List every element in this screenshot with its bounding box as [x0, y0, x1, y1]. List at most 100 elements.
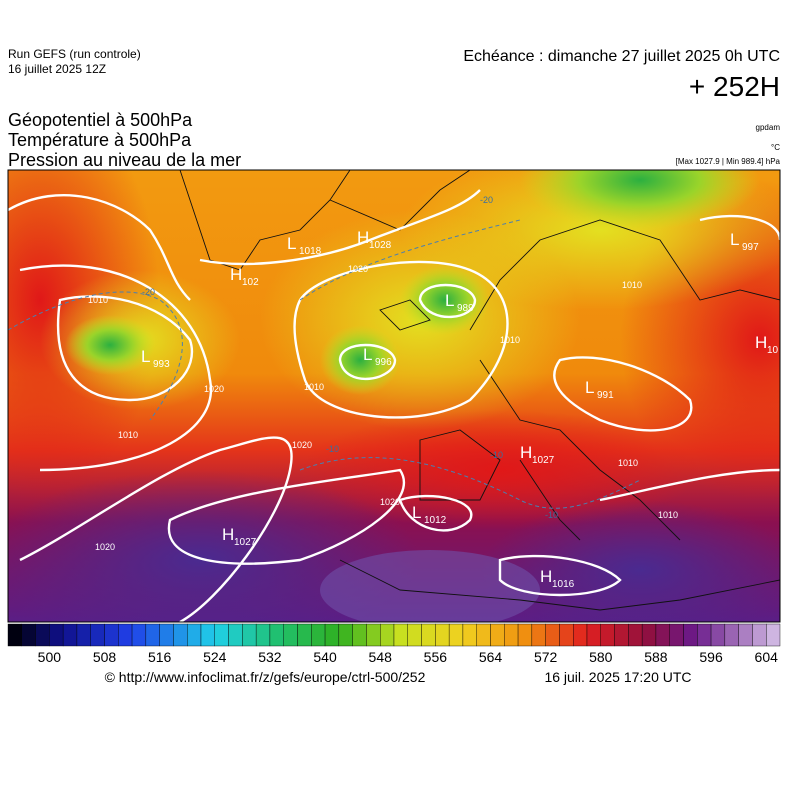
center-symbol: L [141, 347, 150, 366]
colorbar-cell [504, 623, 519, 647]
center-symbol: L [585, 378, 594, 397]
colorbar-cell [187, 623, 202, 647]
isobar-label: 1020 [380, 497, 400, 507]
colorbar-tick-label: 604 [755, 649, 779, 665]
colorbar-cell [200, 623, 215, 647]
colorbar-cell [614, 623, 629, 647]
colorbar-cell [104, 623, 119, 647]
center-symbol: L [287, 234, 296, 253]
colorbar-cell [517, 623, 533, 647]
unit: gpdam [756, 123, 781, 132]
colorbar-tick-label: 564 [479, 649, 503, 665]
center-symbol: L [412, 503, 421, 522]
colorbar-cell [118, 623, 133, 647]
colorbar-cell [641, 623, 657, 647]
lead-time: + 252H [689, 71, 780, 102]
isobar-label: 1020 [95, 542, 115, 552]
colorbar-cell [752, 623, 767, 647]
colorbar-tick-label: 596 [699, 649, 723, 665]
center-symbol: H [755, 333, 767, 352]
colorbar-tick-label: 540 [313, 649, 337, 665]
title: Pression au niveau de la mer [8, 150, 241, 170]
colorbar-cell [283, 623, 298, 647]
colorbar-cell [462, 623, 477, 647]
center-value: 991 [597, 390, 614, 401]
temperature-label: -10 [326, 444, 339, 454]
center-value: 1028 [369, 240, 392, 251]
center-symbol: H [230, 265, 242, 284]
temperature-label: -20 [480, 195, 493, 205]
generated: 16 juil. 2025 17:20 UTC [544, 669, 691, 685]
center-value: 1027 [234, 537, 257, 548]
center-value: 993 [153, 359, 170, 370]
center-value: 10 [767, 345, 779, 356]
colorbar-cell [159, 623, 174, 647]
title: Température à 500hPa [8, 130, 192, 150]
colorbar-cell [49, 623, 64, 647]
colorbar-cell [173, 623, 188, 647]
colorbar-cell [269, 623, 284, 647]
isobar-label: 1010 [304, 382, 324, 392]
colorbar-cell [490, 623, 505, 647]
colorbar-cell [352, 623, 367, 647]
unit: [Max 1027.9 | Min 989.4] hPa [676, 157, 781, 166]
run-date: 16 juillet 2025 12Z [8, 62, 106, 76]
map-frame [7, 169, 781, 623]
colorbar-cell [448, 623, 464, 647]
colorbar-cell [766, 623, 781, 647]
colorbar-cell [62, 623, 78, 647]
colorbar-cell [573, 623, 588, 647]
colorbar-cell [35, 623, 50, 647]
colorbar-cell [131, 623, 147, 647]
center-symbol: L [445, 291, 454, 310]
colorbar-cell [683, 623, 698, 647]
colorbar-cell [145, 623, 160, 647]
center-symbol: H [520, 443, 532, 462]
colorbar-cell [380, 623, 395, 647]
colorbar-cell [435, 623, 450, 647]
colorbar-cell [421, 623, 436, 647]
isobar-label: 1010 [118, 430, 138, 440]
center-value: 996 [375, 357, 392, 368]
center-value: 989 [457, 303, 474, 314]
colorbar-cell [738, 623, 753, 647]
colorbar-cell [297, 623, 312, 647]
isobar-label: 1010 [622, 280, 642, 290]
title: Géopotentiel à 500hPa [8, 110, 193, 130]
colorbar-tick-label: 556 [424, 649, 448, 665]
colorbar-cell [90, 623, 105, 647]
colorbar-cell [311, 623, 326, 647]
isobar-label: 1010 [658, 510, 678, 520]
unit: °C [771, 143, 780, 152]
center-value: 997 [742, 242, 759, 253]
colorbar-tick-label: 580 [589, 649, 613, 665]
colorbar-cell [228, 623, 243, 647]
temperature-label: -20 [142, 287, 155, 297]
colorbar-cell [669, 623, 684, 647]
run: Run GEFS (run controle) [8, 47, 141, 61]
colorbar-cell [338, 623, 353, 647]
colorbar-cell [545, 623, 560, 647]
center-symbol: H [222, 525, 234, 544]
colorbar-cell [393, 623, 408, 647]
colorbar-tick-label: 588 [644, 649, 668, 665]
colorbar-cell [710, 623, 726, 647]
colorbar-cell [655, 623, 670, 647]
colorbar-cell [476, 623, 491, 647]
colorbar-cell [628, 623, 643, 647]
isobar-label: 1020 [348, 264, 368, 274]
colorbar-tick-label: 524 [203, 649, 227, 665]
colorbar-cell [724, 623, 739, 647]
echeance: Echéance : dimanche 27 juillet 2025 0h U… [463, 48, 780, 65]
colorbar-cell [7, 623, 22, 647]
isobar-label: 1010 [88, 295, 108, 305]
center-value: 102 [242, 277, 259, 288]
isobar-label: 1010 [500, 335, 520, 345]
colorbar-cell [407, 623, 422, 647]
center-symbol: H [540, 567, 552, 586]
temperature-label: -10 [490, 450, 503, 460]
colorbar-cell [559, 623, 574, 647]
center-value: 1012 [424, 515, 447, 526]
map [8, 170, 780, 622]
